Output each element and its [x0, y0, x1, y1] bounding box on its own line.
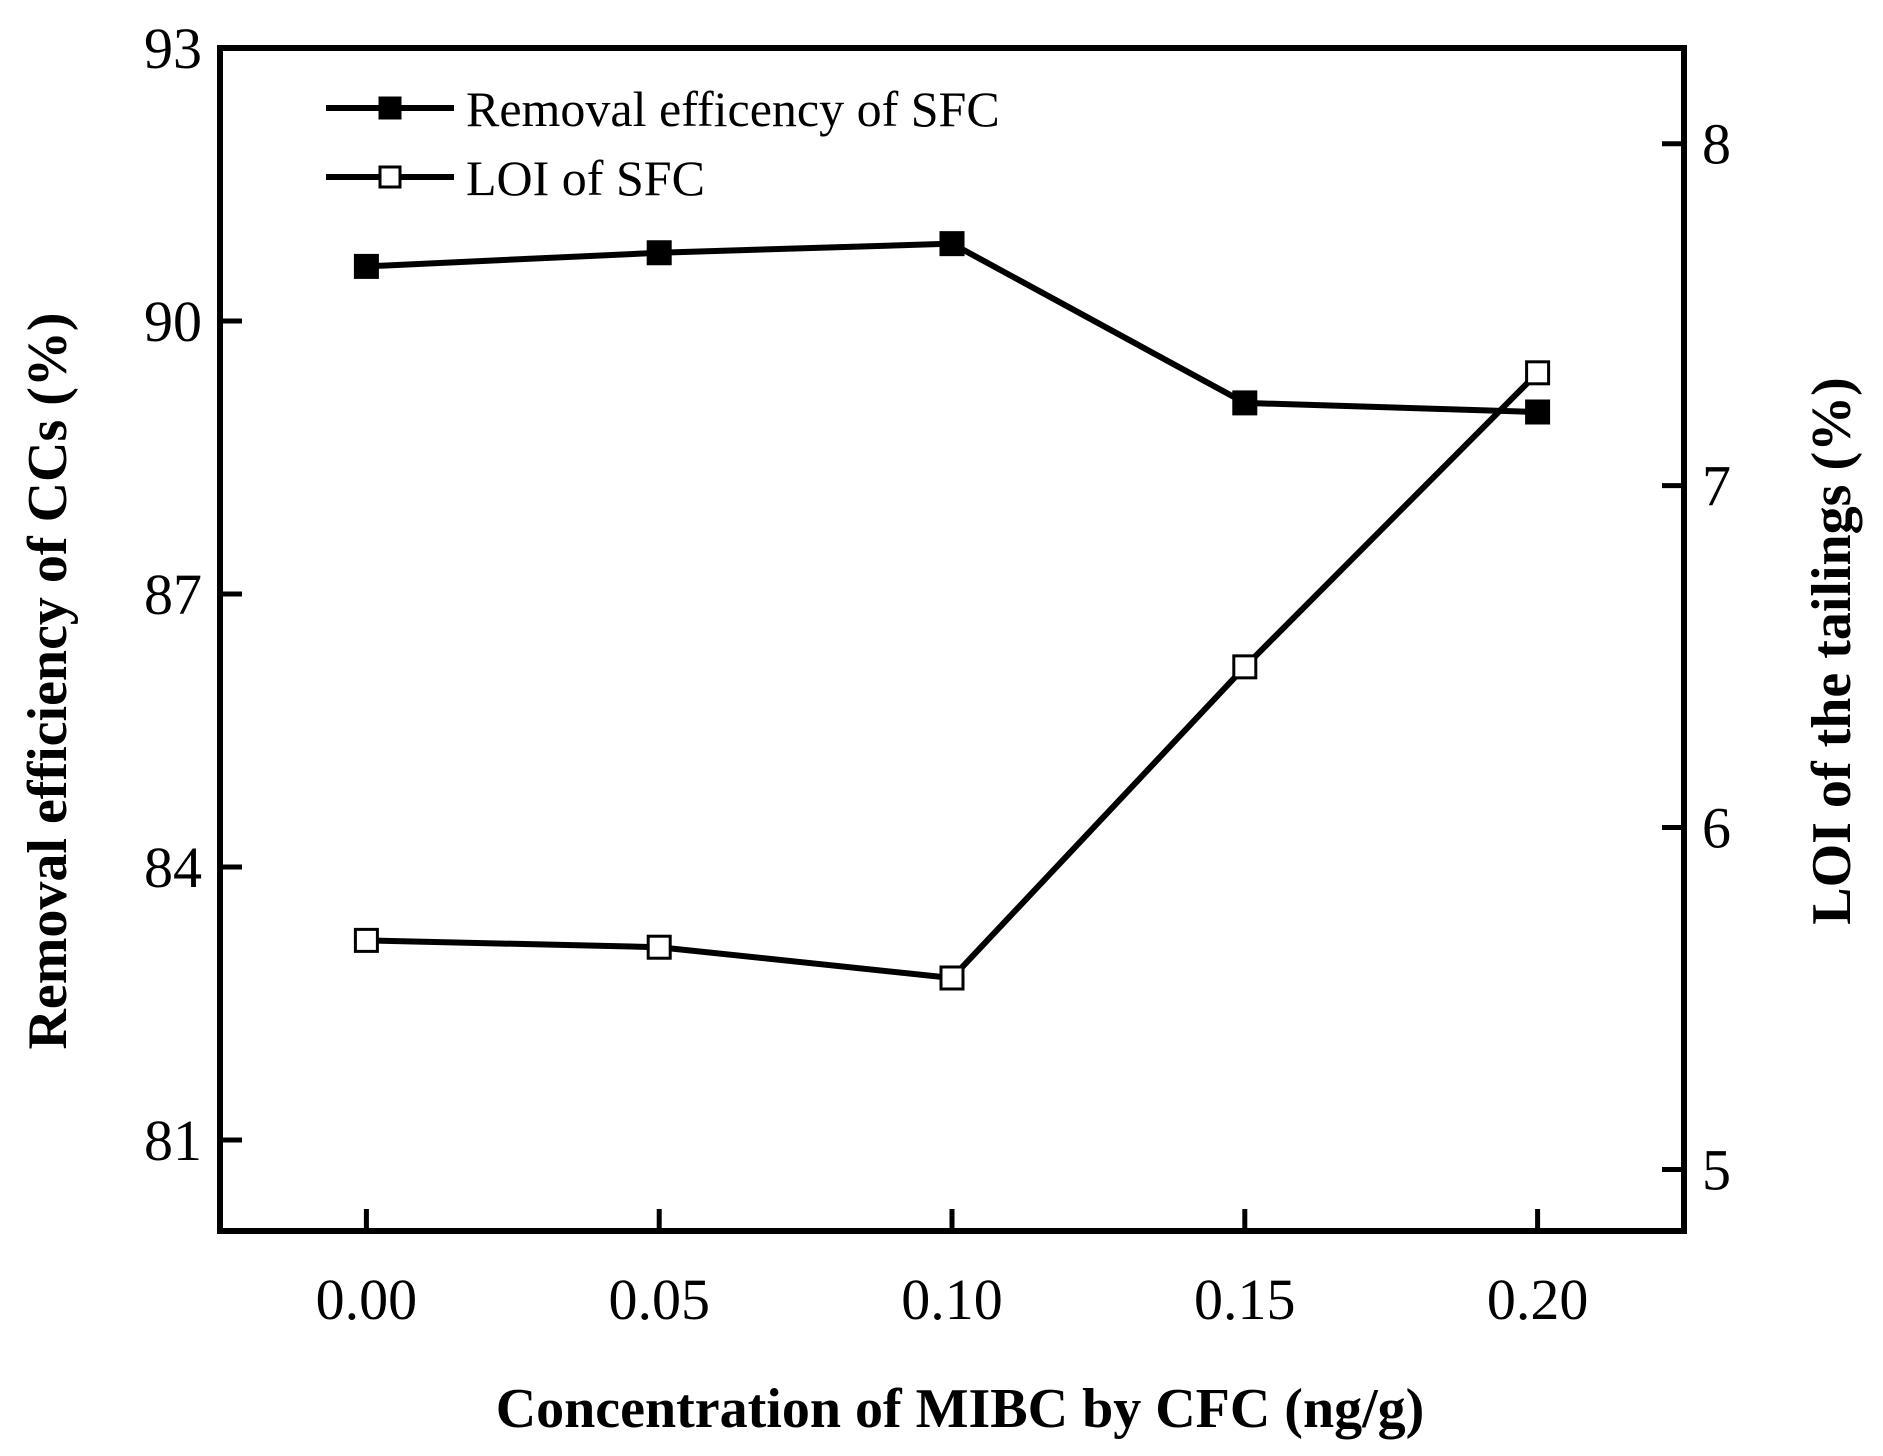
y-left-tick-label: 93	[144, 16, 202, 81]
left-axis: 81 84 87 90 93	[144, 16, 242, 1173]
series-layer	[353, 231, 1551, 991]
y-right-tick-label: 5	[1702, 1137, 1731, 1202]
legend-label: LOI of SFC	[466, 150, 705, 206]
series-line-2	[366, 370, 1540, 981]
series-2-point	[1525, 360, 1551, 386]
x-axis-title: Concentration of MIBC by CFC (ng/g)	[496, 1378, 1425, 1440]
series-1-point	[1232, 390, 1258, 416]
y-left-tick-label: 90	[144, 289, 202, 354]
y-right-tick-label: 7	[1702, 454, 1731, 519]
y-right-axis-title: LOI of the tailings (%)	[1801, 377, 1863, 925]
legend-marker	[378, 96, 402, 120]
series-2-point	[353, 927, 379, 953]
plot-border	[217, 45, 1687, 1234]
legend: Removal efficency of SFC LOI of SFC	[326, 81, 1000, 206]
y-left-tick-label: 84	[144, 835, 202, 900]
series-1-point	[646, 240, 672, 266]
y-left-tick-label: 87	[144, 562, 202, 627]
series-1-point	[1525, 399, 1551, 425]
series-2-point	[939, 965, 965, 991]
series-2-point	[1232, 654, 1258, 680]
legend-marker	[378, 165, 402, 189]
right-axis: 5 6 7 8	[1662, 112, 1731, 1202]
x-tick-label: 0.05	[608, 1267, 710, 1332]
y-left-tick-label: 81	[144, 1108, 202, 1173]
x-axis: 0.00 0.05 0.10 0.15 0.20	[316, 1209, 1589, 1332]
series-2-point	[646, 934, 672, 960]
series-1-point	[939, 231, 965, 257]
series-1-point	[353, 253, 379, 279]
x-tick-label: 0.00	[316, 1267, 418, 1332]
plot-frame	[217, 45, 1687, 1234]
y-right-tick-label: 8	[1702, 112, 1731, 177]
x-tick-label: 0.15	[1194, 1267, 1296, 1332]
x-tick-label: 0.10	[901, 1267, 1003, 1332]
y-left-axis-title: Removal efficiency of CCs (%)	[17, 312, 79, 1049]
x-tick-label: 0.20	[1487, 1267, 1589, 1332]
series-line-1	[366, 240, 1538, 415]
legend-label: Removal efficency of SFC	[466, 81, 1000, 137]
y-right-tick-label: 6	[1702, 796, 1731, 861]
